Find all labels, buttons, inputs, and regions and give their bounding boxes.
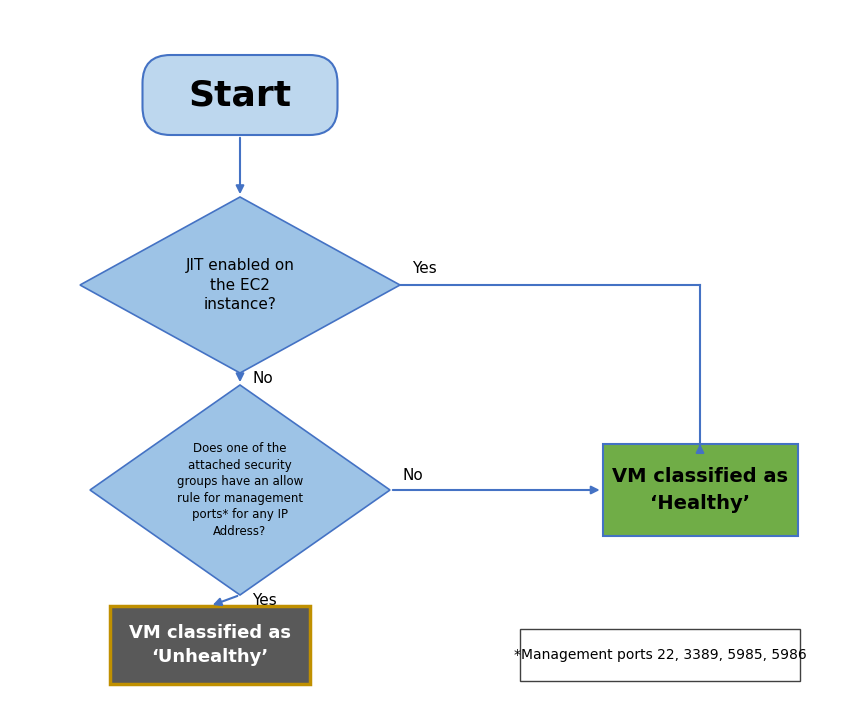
- Text: VM classified as
‘Healthy’: VM classified as ‘Healthy’: [612, 467, 788, 513]
- Text: No: No: [252, 371, 273, 386]
- Text: Yes: Yes: [412, 261, 437, 276]
- FancyBboxPatch shape: [520, 629, 800, 681]
- Text: Yes: Yes: [252, 593, 277, 608]
- FancyBboxPatch shape: [110, 606, 310, 684]
- Text: JIT enabled on
the EC2
instance?: JIT enabled on the EC2 instance?: [186, 257, 295, 312]
- Text: VM classified as
‘Unhealthy’: VM classified as ‘Unhealthy’: [129, 623, 291, 667]
- Polygon shape: [80, 197, 400, 373]
- FancyBboxPatch shape: [142, 55, 337, 135]
- FancyBboxPatch shape: [603, 444, 798, 536]
- Text: *Management ports 22, 3389, 5985, 5986: *Management ports 22, 3389, 5985, 5986: [513, 648, 806, 662]
- Text: No: No: [402, 468, 423, 483]
- Text: Start: Start: [188, 78, 291, 112]
- Polygon shape: [90, 385, 390, 595]
- Text: Does one of the
attached security
groups have an allow
rule for management
ports: Does one of the attached security groups…: [177, 442, 303, 538]
